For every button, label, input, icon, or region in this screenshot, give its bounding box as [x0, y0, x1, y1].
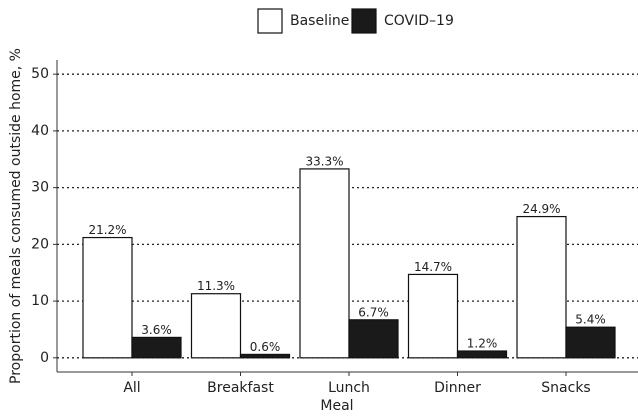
y-tick-label: 30 [31, 180, 49, 196]
bar [348, 319, 399, 359]
bar [131, 336, 182, 359]
legend-swatch [351, 8, 377, 34]
y-tick-label: 40 [31, 123, 49, 139]
value-label: 1.2% [467, 337, 498, 351]
value-label: 0.6% [250, 340, 281, 354]
bar [239, 353, 291, 359]
x-tick-label: Dinner [434, 380, 481, 396]
bar [565, 326, 616, 359]
bar [456, 350, 508, 359]
value-label: 24.9% [522, 202, 560, 216]
x-tick-label: Lunch [328, 380, 370, 396]
legend-label: Baseline [290, 13, 349, 29]
legend-label: COVID–19 [384, 13, 454, 29]
value-label: 3.6% [141, 323, 172, 337]
y-axis-label: Proportion of meals consumed outside hom… [8, 48, 24, 384]
bar [190, 293, 242, 359]
legend-swatch [257, 8, 283, 34]
x-axis-label: Meal [320, 398, 353, 414]
x-tick-label: All [123, 380, 140, 396]
value-label: 5.4% [575, 313, 606, 327]
y-tick-label: 50 [31, 66, 49, 82]
bar [299, 168, 350, 359]
value-label: 21.2% [88, 223, 126, 237]
y-tick-label: 20 [31, 236, 49, 252]
y-tick-label: 10 [31, 293, 49, 309]
x-tick-label: Breakfast [207, 380, 274, 396]
y-tick-label: 0 [40, 350, 49, 366]
bar [516, 215, 567, 359]
value-label: 14.7% [414, 260, 452, 274]
value-label: 6.7% [358, 305, 389, 319]
bar [82, 236, 133, 359]
x-tick-label: Snacks [541, 380, 590, 396]
value-label: 11.3% [197, 279, 235, 293]
bar [407, 273, 459, 359]
value-label: 33.3% [305, 154, 343, 168]
